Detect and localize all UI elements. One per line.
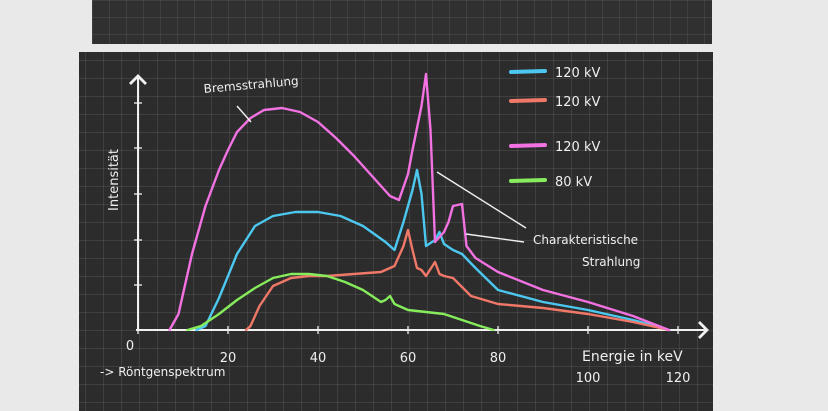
x-tick-label: 20: [220, 351, 237, 366]
x-tick-label: 100: [576, 371, 601, 386]
bremsstrahlung-pointer: [236, 105, 252, 123]
legend-label: 120 kV: [555, 95, 600, 110]
top-board-strip: [92, 0, 712, 44]
x-tick-label: 120: [666, 371, 691, 386]
x-tick-label: 0: [126, 339, 134, 354]
bremsstrahlung-label: Bremsstrahlung: [203, 74, 299, 96]
legend-swatch: [509, 69, 547, 74]
characteristic-label-line2: Strahlung: [582, 255, 640, 269]
x-axis-label: Energie in keV: [582, 349, 683, 365]
series-line-2: [244, 228, 671, 332]
series-lines: [168, 72, 671, 332]
series-line-4: [186, 272, 495, 332]
chart-subtitle: -> Röntgenspektrum: [100, 365, 225, 379]
x-tick-label: 40: [310, 351, 327, 366]
legend-label: 80 kV: [555, 175, 592, 190]
y-axis-label: Intensität: [107, 149, 122, 211]
series-line-3: [168, 72, 671, 332]
characteristic-label-line1: Charakteristische: [533, 233, 638, 247]
characteristic-pointer-1: [436, 171, 527, 229]
legend-label: 120 kV: [555, 66, 600, 81]
legend-swatch: [509, 143, 547, 148]
legend-swatch: [509, 178, 547, 183]
x-axis-ticks: 0 20 40 60 80 100 120: [126, 326, 691, 386]
characteristic-pointer-2: [465, 233, 525, 243]
y-axis-ticks: [134, 102, 142, 286]
legend: 120 kV 120 kV 120 kV 80 kV: [509, 66, 600, 190]
x-tick-label: 80: [490, 351, 507, 366]
chalkboard: [79, 52, 713, 411]
legend-label: 120 kV: [555, 140, 600, 155]
x-tick-label: 60: [400, 351, 417, 366]
legend-swatch: [509, 98, 547, 103]
series-line-1: [195, 168, 671, 332]
